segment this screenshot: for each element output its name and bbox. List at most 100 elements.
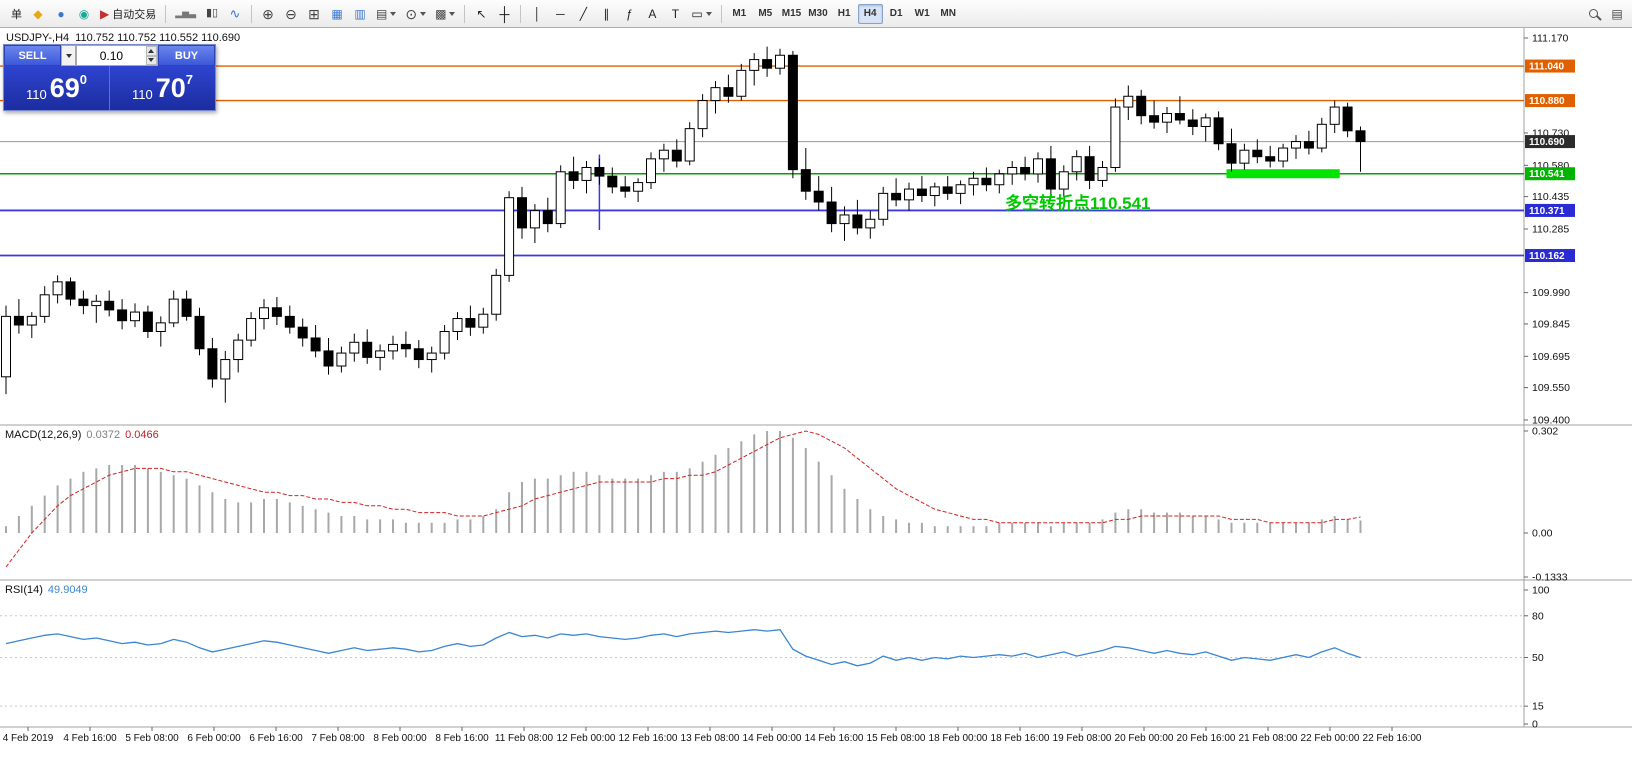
candle — [388, 343, 398, 352]
crosshair-tool-button-glyph: ┼ — [499, 5, 510, 22]
tile-windows-icon[interactable]: ⊞ — [303, 3, 325, 25]
fibonacci-tool-button[interactable]: ƒ — [618, 3, 640, 25]
price-axis-label: 110.730 — [1532, 127, 1569, 139]
timeframe-mn-button[interactable]: MN — [940, 8, 956, 19]
chevron-down-icon — [390, 11, 397, 16]
candle — [413, 348, 424, 361]
market-watch-icon[interactable]: ● — [50, 3, 72, 25]
price-tag — [1525, 167, 1575, 181]
candle — [375, 350, 386, 358]
price-tag-label: 110.690 — [1529, 137, 1565, 148]
timeframe-w1-button[interactable]: W1 — [914, 8, 930, 19]
candle — [194, 315, 205, 350]
cursor-tool-button[interactable]: ↖ — [470, 3, 492, 25]
line-chart-icon[interactable]: ∿ — [224, 3, 246, 25]
rsi-axis-label: 50 — [1532, 652, 1544, 664]
candle — [865, 218, 876, 229]
candlestick-chart-icon[interactable]: ▮▯ — [201, 3, 223, 25]
chevron-down-icon — [148, 58, 155, 63]
candle — [1200, 117, 1211, 127]
candle — [594, 166, 605, 177]
timeframe-h1-button[interactable]: H1 — [837, 8, 851, 19]
time-axis-label: 5 Feb 08:00 — [125, 733, 179, 744]
price-chart-canvas[interactable]: 多空转折点110.541111.170110.730110.580110.435… — [0, 28, 1632, 771]
data-window-icon[interactable]: ◉ — [73, 3, 95, 25]
autotrading-button-label: 自动交易 — [112, 8, 157, 21]
candle — [1226, 143, 1237, 164]
chart-window-icon-glyph: ◆ — [33, 6, 43, 21]
timeframe-m1-button[interactable]: M1 — [732, 8, 747, 19]
time-axis-label: 11 Feb 08:00 — [495, 733, 554, 744]
lot-decrease-button[interactable] — [145, 55, 157, 65]
template-button[interactable]: ▩ — [431, 3, 459, 25]
order-type-dropdown[interactable] — [61, 45, 76, 66]
buy-price-button[interactable]: 110 70 7 — [110, 66, 215, 110]
sell-button[interactable]: SELL — [4, 45, 61, 66]
window-list-icon[interactable]: ▥ — [349, 3, 371, 25]
toolbar-separator — [464, 4, 466, 23]
text-label-tool-button[interactable]: T — [664, 3, 686, 25]
text-label-tool-button-glyph: T — [671, 6, 680, 21]
price-tag-label: 110.162 — [1529, 251, 1565, 262]
candle — [904, 188, 914, 201]
buy-button[interactable]: BUY — [158, 45, 215, 66]
timeframe-m15-button[interactable]: M15 — [781, 8, 802, 19]
crosshair-tool-button[interactable]: ┼ — [493, 3, 515, 25]
chart-window-icon[interactable]: ◆ — [27, 3, 49, 25]
time-axis-label: 4 Feb 2019 — [3, 733, 54, 744]
sell-price-button[interactable]: 110 69 0 — [4, 66, 110, 110]
candle — [1149, 115, 1160, 123]
candle — [233, 339, 244, 361]
timeframe-button-group: M1 M5 M15 M30 H1 H4 D1 W1 MN — [727, 3, 961, 24]
text-tool-button[interactable]: A — [641, 3, 663, 25]
price-tag — [1525, 59, 1575, 73]
arrows-tool-button[interactable]: ▭ — [687, 3, 715, 25]
candle — [439, 330, 450, 354]
chevron-down-icon — [65, 53, 72, 58]
lot-increase-button[interactable] — [145, 46, 157, 56]
time-axis-label: 20 Feb 00:00 — [1115, 733, 1174, 744]
search-symbol-icon[interactable] — [1582, 3, 1604, 25]
ask-main: 70 — [155, 72, 186, 103]
autotrading-button[interactable]: ▶ 自动交易 — [96, 3, 160, 25]
timeframe-m30-button[interactable]: M30 — [808, 8, 828, 19]
arrange-windows-icon[interactable]: ▦ — [326, 3, 348, 25]
candle — [504, 197, 515, 276]
candle — [1071, 156, 1082, 173]
candle — [736, 69, 747, 97]
candle — [1239, 149, 1250, 164]
time-axis-label: 7 Feb 08:00 — [311, 733, 365, 744]
horizontal-line-tool-button[interactable]: ─ — [549, 3, 571, 25]
candle — [78, 298, 89, 307]
new-chart-button[interactable]: ▤ — [372, 3, 400, 25]
candle — [1058, 171, 1069, 190]
zoom-in-icon[interactable]: ⊕ — [257, 3, 279, 25]
new-order-button-label: 单 — [11, 8, 22, 21]
trendline-tool-button[interactable]: ╱ — [572, 3, 594, 25]
candle — [297, 326, 308, 339]
candle — [968, 177, 979, 186]
candle — [400, 343, 411, 350]
candle — [671, 149, 682, 162]
market-watch-icon-glyph: ● — [57, 6, 65, 21]
candle — [323, 350, 334, 367]
candle — [929, 186, 940, 197]
candle — [568, 171, 579, 181]
channels-tool-button-glyph: ∥ — [603, 6, 610, 21]
timeframe-m5-button[interactable]: M5 — [758, 8, 773, 19]
chart-profiles-icon[interactable]: ▤ — [1606, 3, 1628, 25]
candle — [749, 59, 760, 71]
new-order-button[interactable]: 单 — [4, 3, 26, 25]
vertical-line-tool-button[interactable]: │ — [526, 3, 548, 25]
candle — [465, 318, 476, 328]
period-selector-button[interactable]: ⊙ — [401, 3, 430, 25]
zoom-out-icon[interactable]: ⊖ — [280, 3, 302, 25]
timeframe-d1-button[interactable]: D1 — [889, 8, 903, 19]
price-axis-label: 111.170 — [1532, 33, 1569, 45]
channels-tool-button[interactable]: ∥ — [595, 3, 617, 25]
timeframe-h4-button[interactable]: H4 — [857, 3, 883, 24]
candle — [1084, 156, 1095, 181]
candle — [1278, 147, 1289, 162]
bar-chart-icon[interactable]: ▂▅▃ — [171, 3, 200, 25]
lot-size-input[interactable] — [77, 46, 146, 65]
